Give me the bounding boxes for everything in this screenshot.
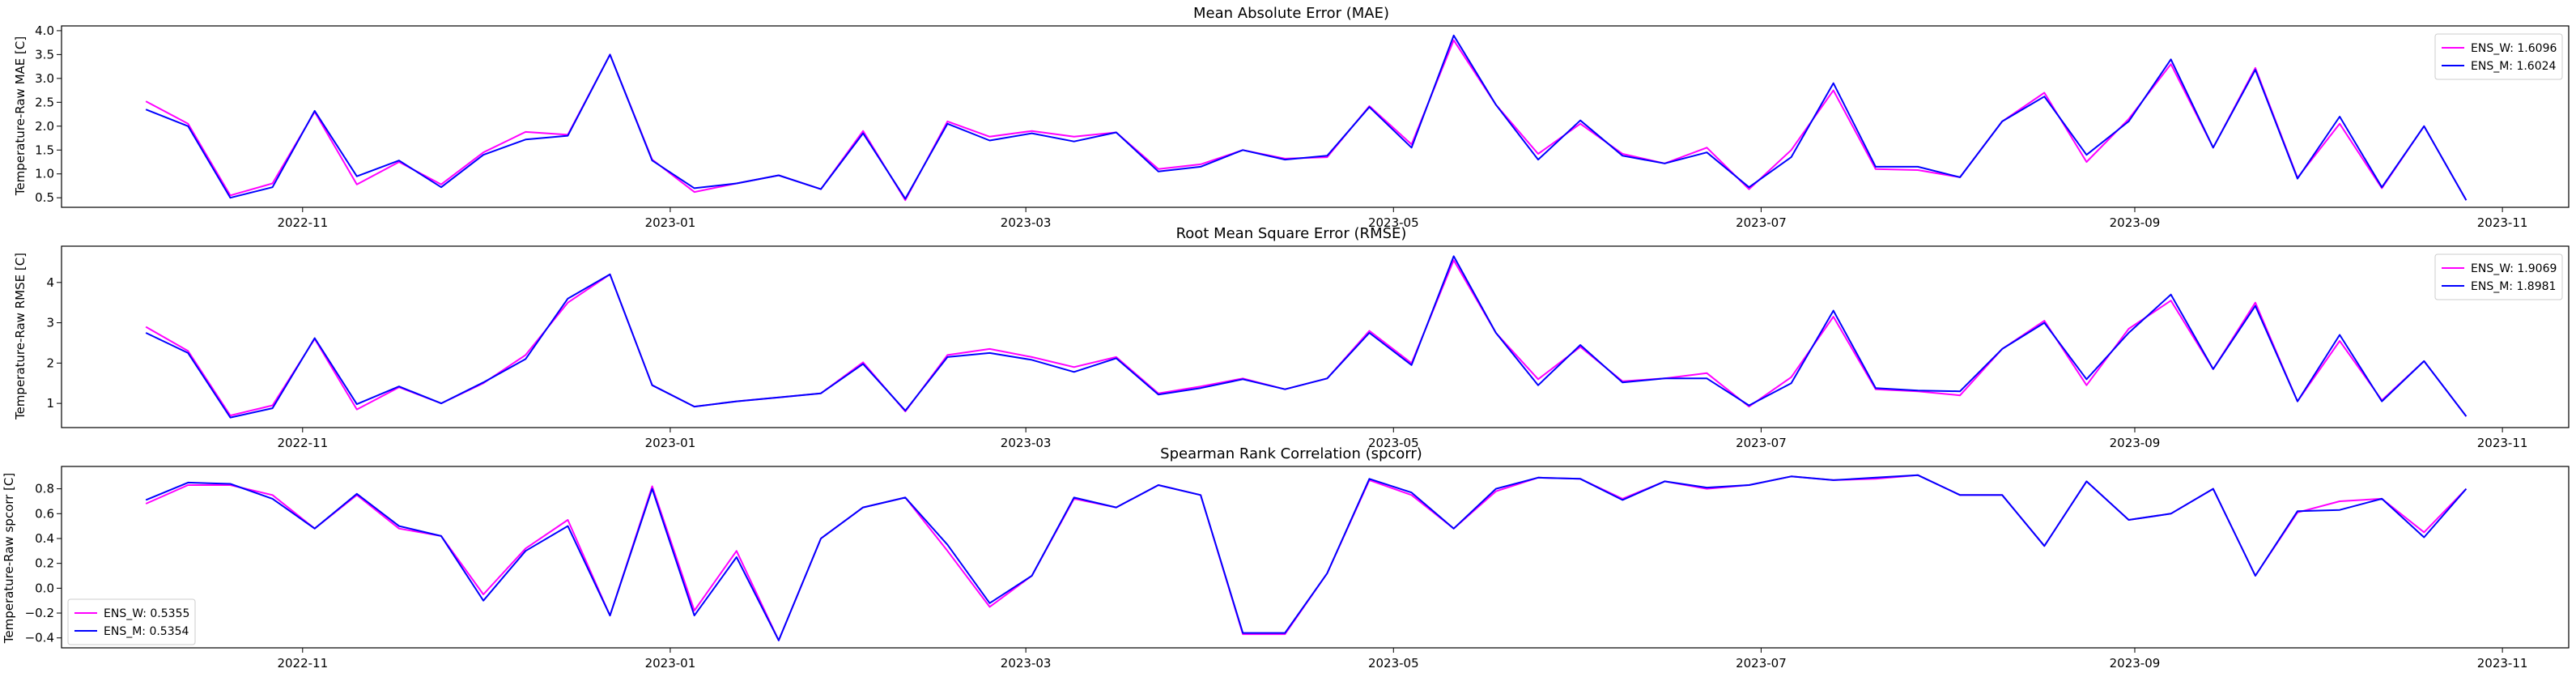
y-tick-label: −0.2	[25, 606, 54, 620]
y-tick-label: 1.0	[35, 167, 54, 181]
plot-area-frame	[61, 245, 2570, 428]
mae-ylabel: Temperature-Raw MAE [C]	[13, 36, 28, 196]
x-tick-label: 2022-11	[277, 215, 328, 230]
x-tick-label: 2023-03	[1001, 656, 1052, 671]
y-tick-label: 4	[46, 275, 54, 290]
x-tick-label: 2023-09	[2110, 215, 2161, 230]
x-tick-label: 2023-07	[1736, 436, 1787, 450]
mae-title: Mean Absolute Error (MAE)	[1193, 5, 1389, 22]
y-tick-label: 2	[46, 356, 54, 370]
x-tick-label: 2023-11	[2477, 656, 2528, 671]
y-tick-label: 0.8	[35, 482, 54, 496]
x-tick-label: 2023-05	[1368, 215, 1419, 230]
legend-label: ENS_W: 0.5355	[104, 607, 189, 620]
legend-box	[67, 598, 196, 645]
y-tick-label: 3.5	[35, 47, 54, 62]
x-tick-label: 2023-07	[1736, 215, 1787, 230]
y-tick-label: 0.0	[35, 581, 54, 595]
series-line	[145, 474, 2468, 641]
spcorr-title: Spearman Rank Correlation (spcorr)	[1160, 445, 1422, 462]
series-line	[145, 39, 2468, 202]
plot-area-frame	[61, 466, 2570, 649]
plot-area-frame	[61, 25, 2570, 208]
y-tick-label: 2.0	[35, 119, 54, 134]
spcorr-ylabel: Temperature-Raw spcorr [C]	[2, 473, 16, 645]
y-tick-label: 3	[46, 316, 54, 330]
x-tick-label: 2023-07	[1736, 656, 1787, 671]
x-tick-label: 2022-11	[277, 656, 328, 671]
x-tick-label: 2023-05	[1368, 436, 1419, 450]
series-line	[145, 34, 2468, 201]
legend-label: ENS_M: 0.5354	[104, 625, 189, 638]
rmse-ylabel: Temperature-Raw RMSE [C]	[13, 253, 28, 420]
y-tick-label: 3.0	[35, 71, 54, 86]
legend-box	[2434, 253, 2563, 300]
y-tick-label: 0.2	[35, 556, 54, 571]
y-tick-label: 0.5	[35, 190, 54, 205]
x-tick-label: 2023-01	[645, 656, 696, 671]
series-line	[145, 255, 2468, 419]
legend-label: ENS_M: 1.8981	[2471, 280, 2556, 293]
x-tick-label: 2023-01	[645, 215, 696, 230]
y-tick-label: 0.6	[35, 506, 54, 521]
x-tick-label: 2023-09	[2110, 656, 2161, 671]
spcorr-panel: Spearman Rank Correlation (spcorr) Tempe…	[2, 445, 2570, 671]
x-tick-label: 2023-03	[1001, 436, 1052, 450]
series-line	[145, 259, 2468, 417]
y-tick-label: 2.5	[35, 95, 54, 109]
y-tick-label: 4.0	[35, 23, 54, 38]
series-line	[145, 474, 2468, 641]
y-tick-label: −0.4	[25, 631, 54, 645]
y-tick-label: 1.5	[35, 143, 54, 157]
legend-label: ENS_W: 1.9069	[2471, 262, 2557, 275]
y-tick-label: 1	[46, 396, 54, 411]
x-tick-label: 2023-09	[2110, 436, 2161, 450]
legend-box	[2434, 33, 2563, 80]
rmse-title: Root Mean Square Error (RMSE)	[1176, 225, 1407, 242]
x-tick-label: 2022-11	[277, 436, 328, 450]
x-tick-label: 2023-11	[2477, 215, 2528, 230]
legend-label: ENS_M: 1.6024	[2471, 60, 2557, 73]
legend-label: ENS_W: 1.6096	[2471, 42, 2557, 55]
x-tick-label: 2023-01	[645, 436, 696, 450]
x-tick-label: 2023-03	[1001, 215, 1052, 230]
x-tick-label: 2023-05	[1368, 656, 1419, 671]
y-tick-label: 0.4	[35, 531, 54, 546]
x-tick-label: 2023-11	[2477, 436, 2528, 450]
rmse-panel: Root Mean Square Error (RMSE) Temperatur…	[13, 225, 2570, 450]
mae-panel: Mean Absolute Error (MAE) Temperature-Ra…	[13, 5, 2570, 230]
